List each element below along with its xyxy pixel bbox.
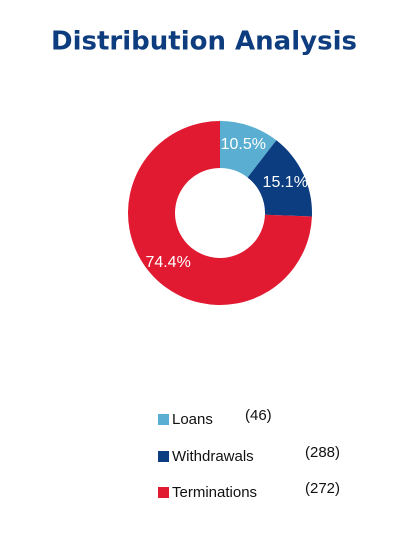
legend-label: Loans bbox=[172, 411, 213, 428]
slice-label: 74.4% bbox=[145, 254, 190, 271]
donut-slice bbox=[220, 121, 277, 178]
legend-swatch bbox=[158, 414, 169, 425]
donut-slice bbox=[247, 140, 312, 217]
slice-label: 15.1% bbox=[263, 174, 308, 191]
donut-slice bbox=[128, 121, 312, 306]
legend-count: (272) bbox=[305, 480, 340, 497]
legend-swatch bbox=[158, 451, 169, 462]
legend-count: (46) bbox=[245, 407, 272, 424]
slice-label: 10.5% bbox=[221, 136, 266, 153]
legend-count: (288) bbox=[305, 444, 340, 461]
chart-title: Distribution Analysis bbox=[51, 27, 357, 57]
legend-label: Withdrawals bbox=[172, 448, 254, 465]
legend-swatch bbox=[158, 487, 169, 498]
legend-label: Terminations bbox=[172, 484, 257, 501]
